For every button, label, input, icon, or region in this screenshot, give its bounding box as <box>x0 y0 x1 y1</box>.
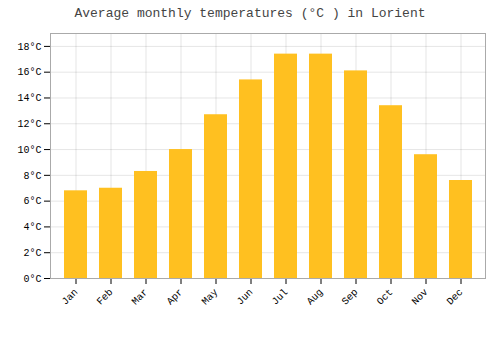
svg-text:Mar: Mar <box>130 287 151 308</box>
svg-text:16°C: 16°C <box>17 67 41 78</box>
svg-text:Oct: Oct <box>375 287 396 308</box>
svg-text:0°C: 0°C <box>23 274 41 285</box>
svg-text:18°C: 18°C <box>17 42 41 53</box>
html-text:Average monthly temperatures (: Average monthly temperatures (°C ) in Lo… <box>74 6 426 21</box>
svg-text:10°C: 10°C <box>17 145 41 156</box>
svg-text:Jun: Jun <box>235 287 256 308</box>
svg-text:Dec: Dec <box>445 287 466 308</box>
svg-text:12°C: 12°C <box>17 119 41 130</box>
svg-text:14°C: 14°C <box>17 93 41 104</box>
svg-text:Feb: Feb <box>95 287 116 308</box>
svg-text:Sep: Sep <box>340 287 361 308</box>
svg-text:Nov: Nov <box>410 287 431 308</box>
svg-text:Aug: Aug <box>305 287 326 308</box>
svg-text:4°C: 4°C <box>23 222 41 233</box>
svg-text:8°C: 8°C <box>23 171 41 182</box>
svg-text:2°C: 2°C <box>23 248 41 259</box>
svg-text:Jan: Jan <box>60 287 81 308</box>
svg-text:Jul: Jul <box>270 287 291 308</box>
svg-text:6°C: 6°C <box>23 196 41 207</box>
svg-text:May: May <box>200 287 221 308</box>
svg-text:Apr: Apr <box>165 287 186 308</box>
